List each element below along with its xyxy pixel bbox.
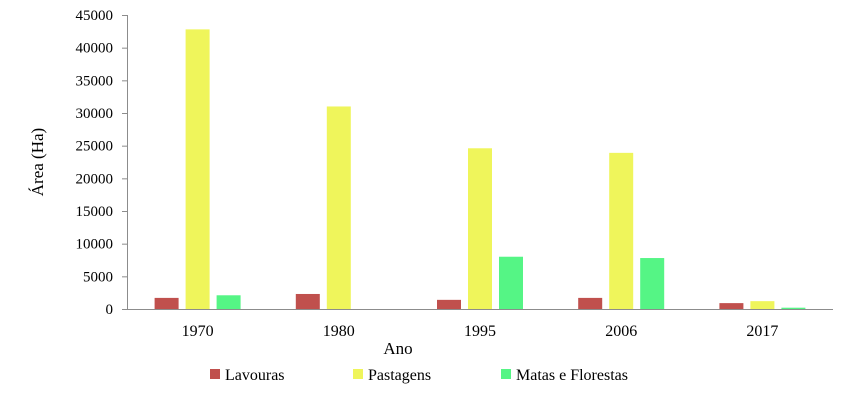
bars [154,29,806,310]
y-tick-label: 20000 [76,171,114,187]
y-axis-ticks: 0 5000 10000 15000 20000 25000 30000 35000 40000… [76,8,127,318]
bar-pastagens-2017 [750,301,775,309]
bar-lavouras-2017 [719,303,744,309]
bar-matas-e-florestas-2006 [640,258,665,309]
x-tick-label: 1995 [464,323,496,340]
y-axis-title: Área (Ha) [28,128,47,196]
legend: Lavouras Pastagens Matas e Florestas [210,367,628,384]
x-axis-title: Ano [383,339,412,358]
bar-matas-e-florestas-2017 [781,307,806,309]
bar-matas-e-florestas-1995 [499,256,523,309]
x-tick-label: 2017 [746,323,778,340]
legend-swatch-pastagens [353,369,363,379]
legend-label-pastagens: Pastagens [368,367,431,384]
y-tick-label: 35000 [76,73,114,89]
legend-label-matas-e-florestas: Matas e Florestas [516,367,628,384]
y-tick-label: 45000 [76,8,114,24]
bar-lavouras-1995 [437,299,461,309]
y-tick-label: 25000 [76,139,114,155]
y-tick-label: 0 [106,302,114,318]
x-axis-ticks: 1970 1980 1995 2006 2017 [182,323,779,340]
bar-lavouras-2006 [578,297,603,309]
bar-pastagens-2006 [609,152,634,309]
x-tick-label: 1980 [323,323,355,340]
bar-lavouras-1980 [295,293,320,309]
y-tick-label: 30000 [76,106,114,122]
y-tick-label: 5000 [83,269,113,285]
y-tick-label: 10000 [76,237,114,253]
legend-swatch-matas-e-florestas [501,369,511,379]
legend-label-lavouras: Lavouras [225,367,285,384]
bar-pastagens-1995 [468,148,492,309]
y-tick-label: 15000 [76,204,114,220]
bar-pastagens-1980 [326,106,351,309]
bar-pastagens-1970 [185,29,210,310]
x-tick-label: 1970 [182,323,214,340]
legend-swatch-lavouras [210,369,220,379]
bar-lavouras-1970 [154,297,179,309]
bar-matas-e-florestas-1970 [216,295,241,309]
x-tick-label: 2006 [605,323,637,340]
y-tick-label: 40000 [76,41,114,57]
